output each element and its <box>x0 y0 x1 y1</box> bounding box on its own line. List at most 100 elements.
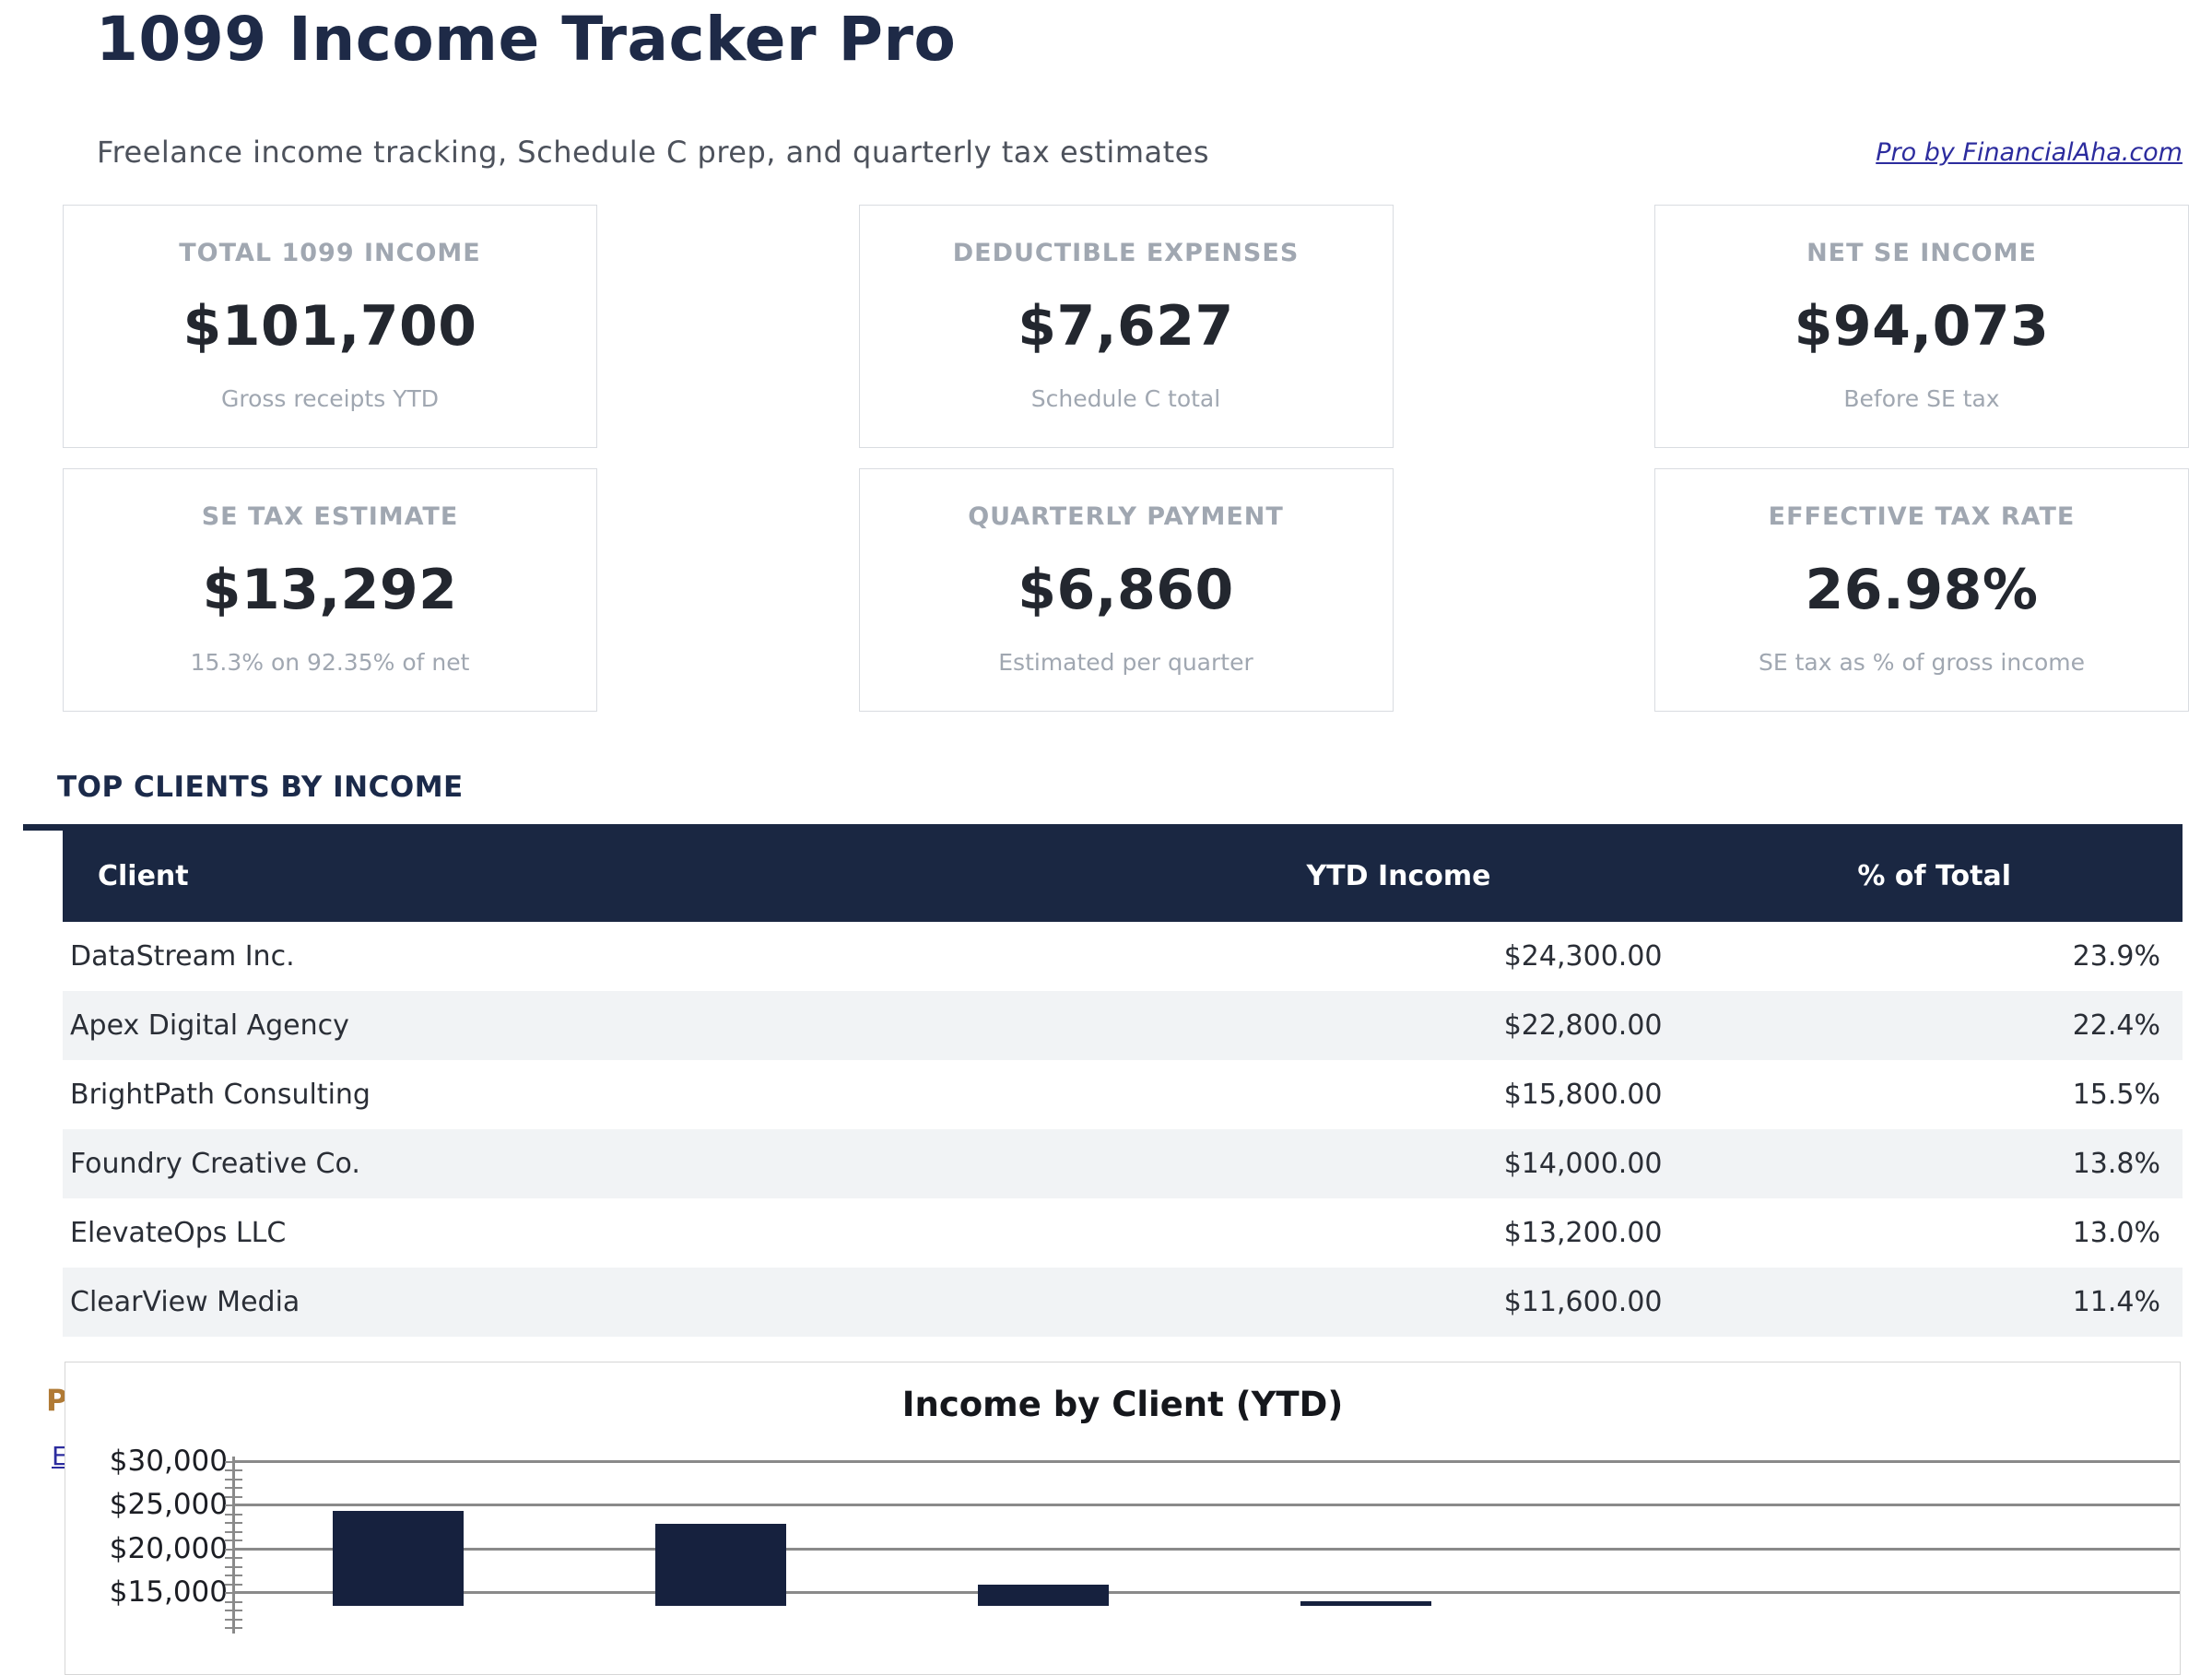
card-quarterly-payment: QUARTERLY PAYMENT $6,860 Estimated per q… <box>858 468 1394 712</box>
y-axis-minor-tick <box>225 1627 242 1629</box>
client-name-cell: ClearView Media <box>70 1286 300 1318</box>
gridline <box>234 1459 2180 1463</box>
gridline <box>234 1591 2180 1594</box>
card-value: $7,627 <box>1018 294 1234 359</box>
pct-of-total-cell: 22.4% <box>2072 1009 2160 1042</box>
card-sublabel: Before SE tax <box>1843 385 2000 412</box>
y-axis-minor-tick <box>225 1592 242 1594</box>
top-clients-table: Client YTD Income % of Total DataStream … <box>63 831 2183 1337</box>
y-axis-minor-tick <box>225 1495 242 1498</box>
pct-of-total-cell: 13.8% <box>2072 1148 2160 1180</box>
table-row: Foundry Creative Co. $14,000.00 13.8% <box>63 1129 2183 1198</box>
client-name-cell: ElevateOps LLC <box>70 1217 287 1249</box>
card-effective-tax-rate: EFFECTIVE TAX RATE 26.98% SE tax as % of… <box>1654 468 2189 712</box>
ytd-income-cell: $13,200.00 <box>1503 1217 1663 1249</box>
y-axis-minor-tick <box>225 1504 242 1506</box>
stat-card-row-1: TOTAL 1099 INCOME $101,700 Gross receipt… <box>63 205 2189 448</box>
top-clients-section-title: TOP CLIENTS BY INCOME <box>57 771 464 804</box>
bar <box>333 1510 464 1606</box>
table-row: BrightPath Consulting $15,800.00 15.5% <box>63 1060 2183 1129</box>
y-axis-minor-tick <box>225 1618 242 1621</box>
chart-bars-layer <box>234 1455 2180 1606</box>
ytd-income-cell: $24,300.00 <box>1503 940 1663 973</box>
y-axis-tick-label: $30,000 <box>109 1444 228 1478</box>
y-axis-minor-tick <box>225 1469 242 1471</box>
y-axis-minor-tick <box>225 1583 242 1586</box>
pct-of-total-cell: 11.4% <box>2072 1286 2160 1318</box>
clipped-link-fragment[interactable]: E <box>52 1441 68 1471</box>
table-row: Apex Digital Agency $22,800.00 22.4% <box>63 991 2183 1060</box>
clients-table-body: DataStream Inc. $24,300.00 23.9% Apex Digit… <box>63 922 2183 1337</box>
brand-link[interactable]: Pro by FinancialAha.com <box>1876 138 2183 167</box>
y-axis-minor-tick <box>225 1513 242 1516</box>
page-subtitle: Freelance income tracking, Schedule C pr… <box>97 135 1209 170</box>
card-label: SE TAX ESTIMATE <box>201 502 459 531</box>
stat-cards: TOTAL 1099 INCOME $101,700 Gross receipt… <box>63 205 2189 732</box>
ytd-income-cell: $15,800.00 <box>1503 1079 1663 1111</box>
y-axis-minor-tick <box>225 1539 242 1541</box>
y-axis-minor-tick <box>225 1575 242 1576</box>
pct-of-total-cell: 15.5% <box>2072 1079 2160 1111</box>
gridline <box>234 1504 2180 1506</box>
card-sublabel: Estimated per quarter <box>998 649 1253 676</box>
card-sublabel: Gross receipts YTD <box>220 385 439 412</box>
y-axis-minor-tick <box>225 1487 242 1489</box>
y-axis-minor-tick <box>225 1565 242 1568</box>
card-value: 26.98% <box>1805 558 2039 622</box>
y-axis-minor-tick <box>225 1600 242 1603</box>
y-axis-tick-label: $25,000 <box>109 1488 228 1521</box>
y-axis-minor-tick <box>225 1610 242 1611</box>
ytd-income-cell: $22,800.00 <box>1503 1009 1663 1042</box>
y-axis-minor-tick <box>225 1478 242 1480</box>
stat-card-row-2: SE TAX ESTIMATE $13,292 15.3% on 92.35% … <box>63 468 2189 712</box>
y-axis-minor-tick <box>225 1530 242 1533</box>
column-header-ytd-income: YTD Income <box>1306 860 1491 892</box>
bar <box>1300 1600 1431 1606</box>
card-net-se-income: NET SE INCOME $94,073 Before SE tax <box>1654 205 2189 448</box>
pct-of-total-cell: 13.0% <box>2072 1217 2160 1249</box>
table-row: DataStream Inc. $24,300.00 23.9% <box>63 922 2183 991</box>
table-row: ClearView Media $11,600.00 11.4% <box>63 1268 2183 1337</box>
card-label: DEDUCTIBLE EXPENSES <box>952 239 1300 267</box>
y-axis-minor-tick <box>225 1460 242 1463</box>
income-chart-card: Income by Client (YTD) $30,000 $25,000 $20… <box>65 1362 2181 1675</box>
client-name-cell: BrightPath Consulting <box>70 1079 371 1111</box>
card-sublabel: 15.3% on 92.35% of net <box>190 649 470 676</box>
page-title: 1099 Income Tracker Pro <box>96 4 957 75</box>
table-top-rule <box>23 824 2183 831</box>
card-label: EFFECTIVE TAX RATE <box>1768 502 2076 531</box>
ytd-income-cell: $14,000.00 <box>1503 1148 1663 1180</box>
bar <box>655 1523 786 1606</box>
card-value: $6,860 <box>1018 558 1234 622</box>
card-value: $13,292 <box>202 558 458 622</box>
card-value: $101,700 <box>182 294 477 359</box>
clipped-text-fragment: P <box>46 1383 68 1418</box>
table-row: ElevateOps LLC $13,200.00 13.0% <box>63 1198 2183 1268</box>
column-header-client: Client <box>98 860 189 892</box>
bar <box>978 1585 1109 1606</box>
column-header-pct-of-total: % of Total <box>1857 860 2011 892</box>
y-axis-minor-tick <box>225 1557 242 1559</box>
card-label: TOTAL 1099 INCOME <box>179 239 481 267</box>
client-name-cell: Foundry Creative Co. <box>70 1148 360 1180</box>
y-axis-tick-label: $20,000 <box>109 1531 228 1565</box>
card-se-tax-estimate: SE TAX ESTIMATE $13,292 15.3% on 92.35% … <box>63 468 597 712</box>
ytd-income-cell: $11,600.00 <box>1503 1286 1663 1318</box>
card-deductible-expenses: DEDUCTIBLE EXPENSES $7,627 Schedule C to… <box>858 205 1394 448</box>
y-axis-tick-label: $15,000 <box>109 1575 228 1609</box>
y-axis-line <box>232 1457 235 1634</box>
card-total-1099-income: TOTAL 1099 INCOME $101,700 Gross receipt… <box>63 205 597 448</box>
chart-title: Income by Client (YTD) <box>901 1385 1344 1424</box>
card-sublabel: SE tax as % of gross income <box>1759 649 2085 676</box>
card-sublabel: Schedule C total <box>1030 385 1221 412</box>
client-name-cell: Apex Digital Agency <box>70 1009 349 1042</box>
client-name-cell: DataStream Inc. <box>70 940 295 973</box>
table-header: Client YTD Income % of Total <box>63 831 2183 922</box>
y-axis-minor-tick <box>225 1548 242 1551</box>
gridline <box>234 1547 2180 1551</box>
y-axis-minor-tick <box>225 1522 242 1524</box>
card-label: NET SE INCOME <box>1806 239 2037 267</box>
card-value: $94,073 <box>1794 294 2050 359</box>
pct-of-total-cell: 23.9% <box>2072 940 2160 973</box>
card-label: QUARTERLY PAYMENT <box>968 502 1284 531</box>
